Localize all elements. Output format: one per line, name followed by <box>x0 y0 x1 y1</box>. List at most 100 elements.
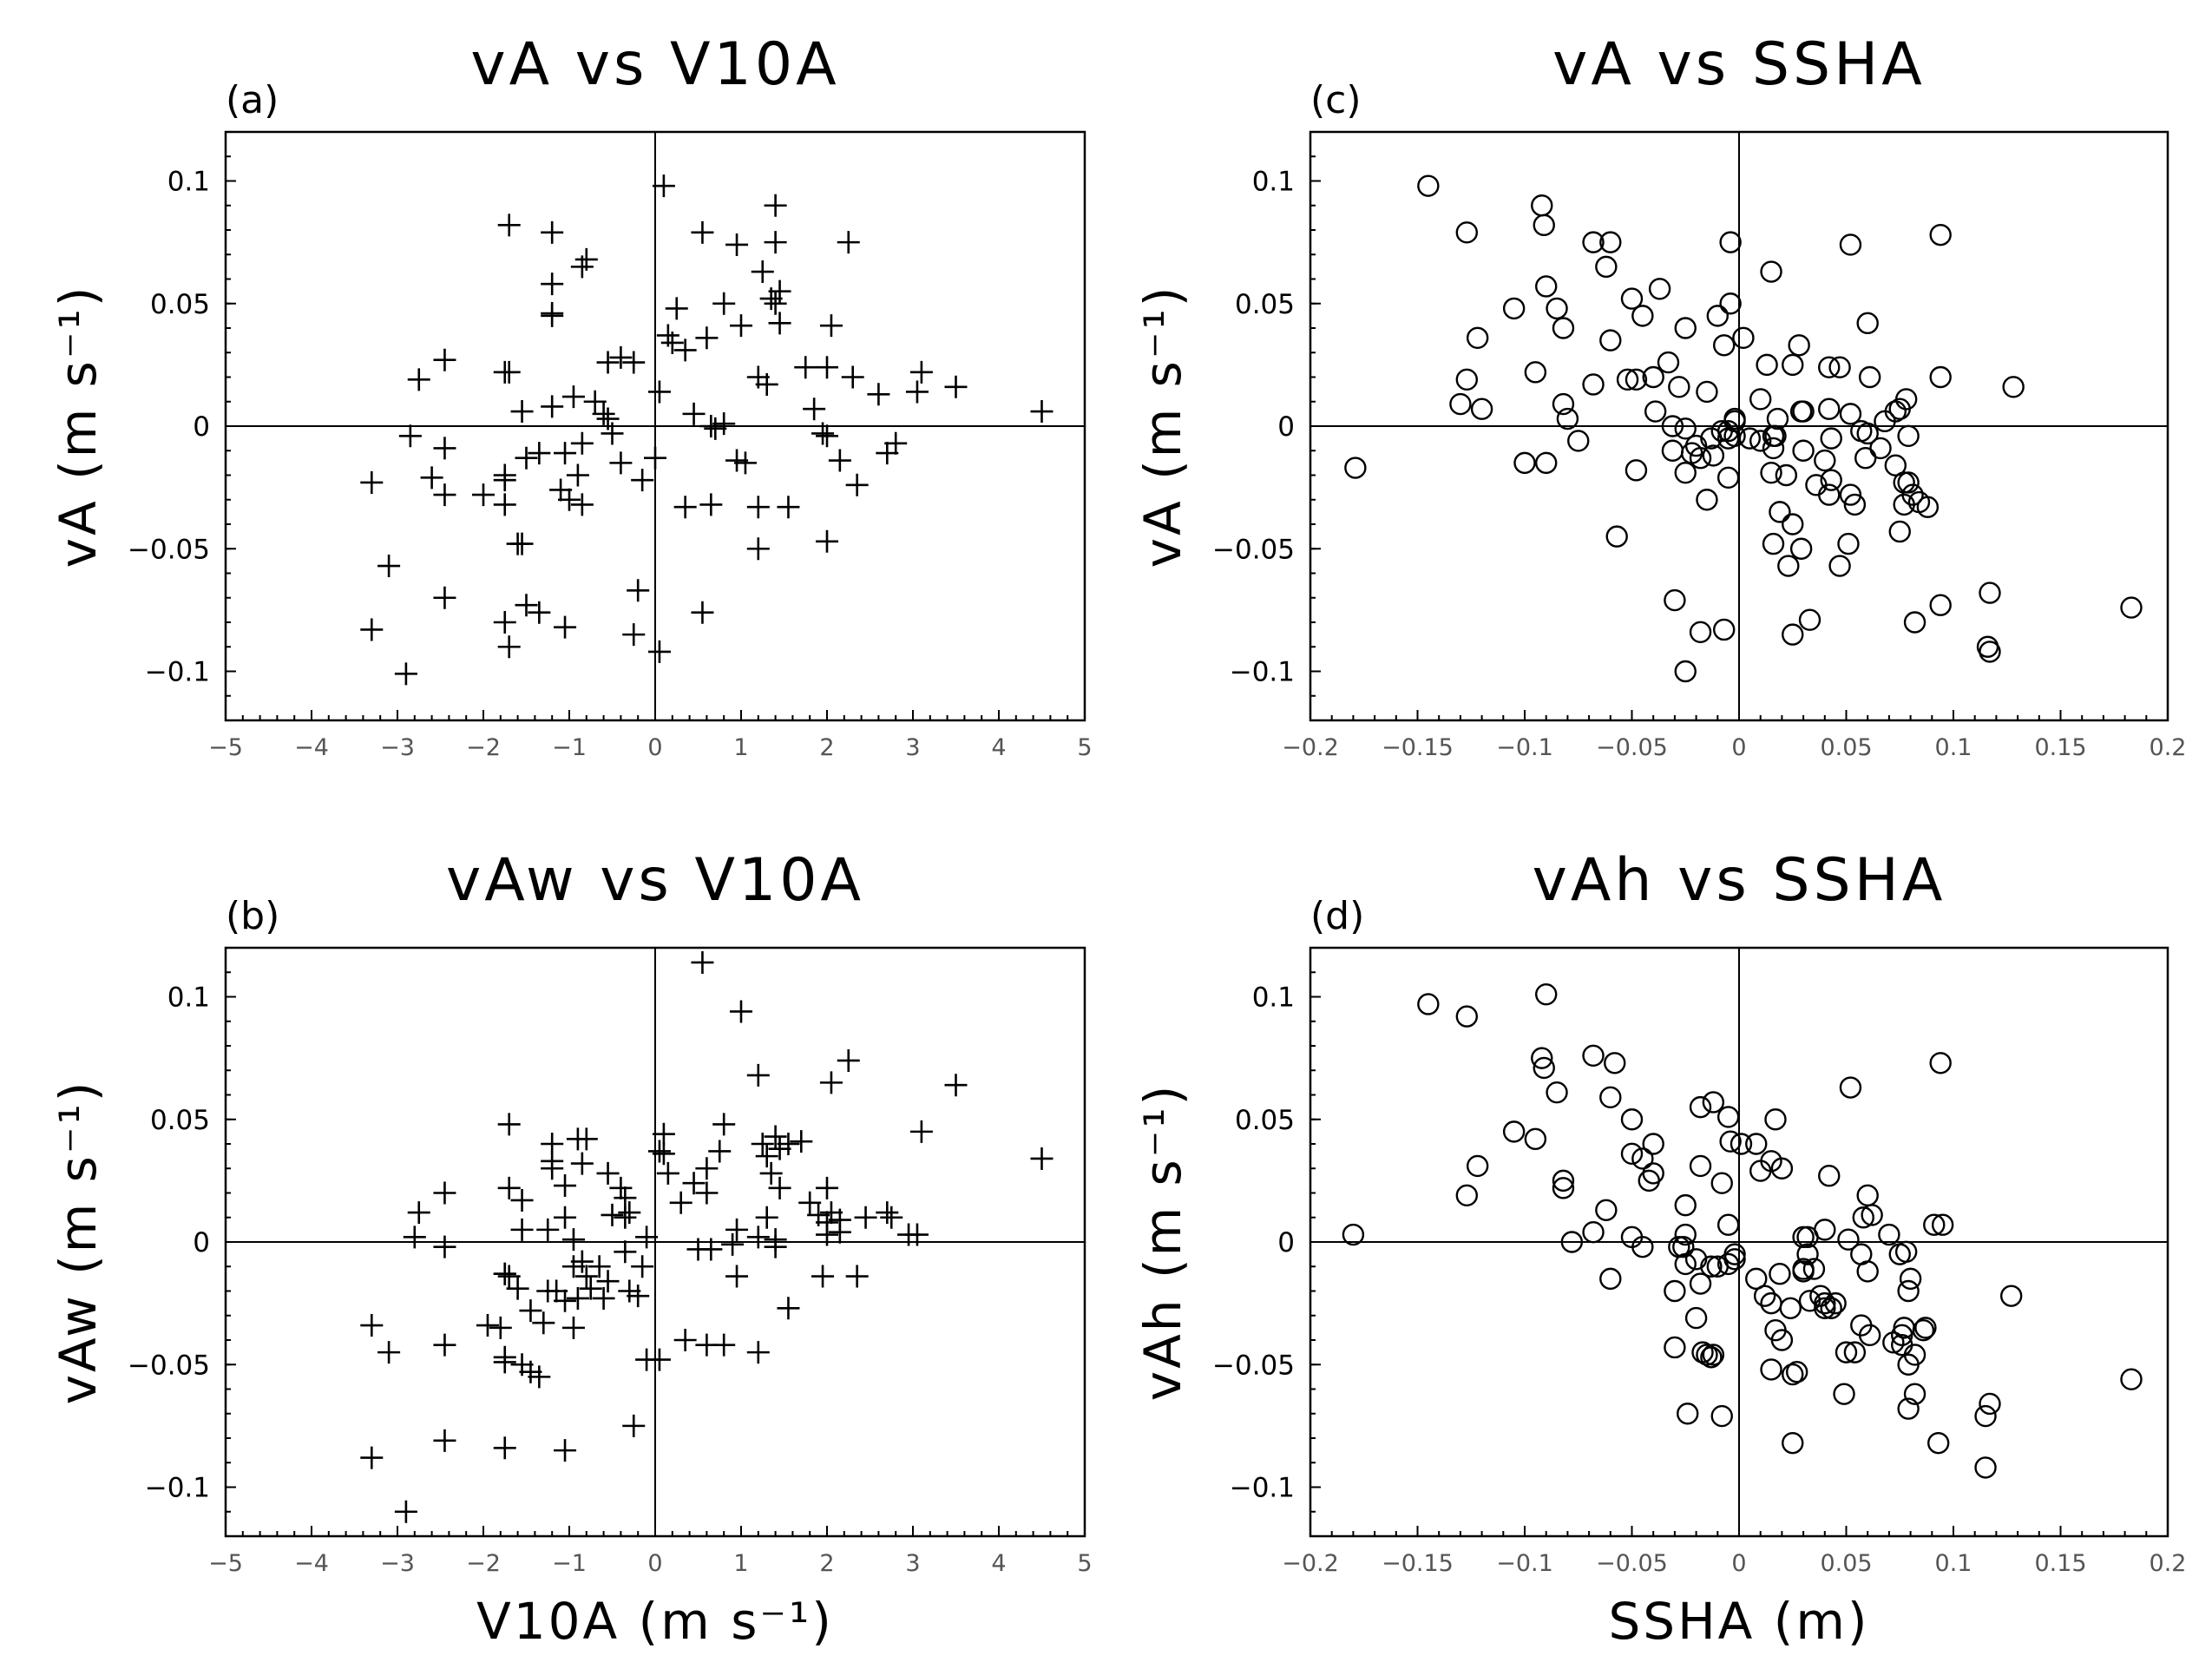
data-point <box>1719 292 1742 315</box>
data-point <box>1664 1279 1686 1303</box>
data-point <box>566 1286 589 1310</box>
data-point <box>768 1137 791 1160</box>
data-point <box>1869 437 1892 460</box>
data-point <box>407 1201 430 1225</box>
data-point <box>554 1439 577 1462</box>
data-point <box>596 351 620 374</box>
data-point <box>1661 415 1684 437</box>
data-point <box>1620 1108 1644 1131</box>
data-point <box>746 537 770 561</box>
data-points-a <box>360 174 1053 686</box>
data-point <box>673 338 697 362</box>
data-point <box>1533 1056 1555 1080</box>
data-point <box>1897 1353 1920 1376</box>
data-point <box>751 260 774 284</box>
data-point <box>528 601 551 624</box>
x-tick-label: 2 <box>819 734 834 761</box>
x-tick-label: −1 <box>552 1550 587 1577</box>
data-point <box>905 1223 929 1246</box>
data-point <box>1732 326 1755 349</box>
data-point <box>583 390 607 413</box>
data-point <box>876 442 899 465</box>
data-point <box>1769 1263 1791 1285</box>
data-point <box>592 402 615 425</box>
data-point <box>433 586 456 609</box>
data-point <box>1552 1177 1575 1199</box>
data-point <box>1760 1358 1782 1381</box>
data-point <box>1638 1169 1660 1193</box>
x-tick-label: 0.1 <box>1935 734 1972 761</box>
data-point <box>944 1074 968 1097</box>
data-point <box>1788 334 1810 357</box>
data-point <box>561 1228 585 1252</box>
data-point <box>433 348 456 371</box>
data-point <box>1897 1397 1920 1420</box>
data-point <box>1745 1267 1768 1291</box>
data-point <box>1716 466 1740 490</box>
data-point <box>1534 275 1558 298</box>
data-point <box>566 463 589 487</box>
data-point <box>1546 297 1568 320</box>
data-point <box>828 449 851 472</box>
data-point <box>1674 461 1697 484</box>
data-point <box>1914 1317 1937 1339</box>
x-tick-label: 0.2 <box>2150 1550 2187 1577</box>
data-point <box>755 1206 778 1229</box>
data-point <box>360 1446 384 1469</box>
data-point <box>1664 1336 1686 1359</box>
data-point <box>1999 1285 2023 1307</box>
data-point <box>1782 1431 1804 1455</box>
data-point <box>1979 582 2001 604</box>
data-point <box>652 174 675 198</box>
x-tick-label: −1 <box>552 734 587 761</box>
data-point <box>1599 329 1622 352</box>
data-point <box>510 532 534 555</box>
x-tick-label: −0.2 <box>1282 1550 1339 1577</box>
data-point <box>1455 1005 1479 1028</box>
panel-d: vAh vs SSHA (d) −0.1 −0.05 0 0.05 0.1 −0.2 −0.15… <box>1133 846 2186 1651</box>
data-point <box>561 1316 585 1339</box>
data-point <box>1738 427 1762 450</box>
data-point <box>1916 496 1940 518</box>
data-point <box>1582 1220 1605 1244</box>
x-tick-label: 1 <box>733 734 748 761</box>
data-point <box>377 555 401 578</box>
data-point <box>1723 1243 1746 1265</box>
data-point <box>2120 1368 2143 1390</box>
data-point <box>536 1218 560 1241</box>
data-point <box>1782 623 1804 646</box>
data-point <box>541 273 564 296</box>
panel-label-c: (c) <box>1310 78 1362 122</box>
data-point <box>759 1161 783 1185</box>
data-point <box>1839 483 1862 506</box>
data-point <box>1766 407 1789 430</box>
y-tick-label: −0.1 <box>1230 657 1295 688</box>
data-point <box>819 314 843 338</box>
data-point <box>755 372 778 396</box>
data-point <box>1700 427 1723 450</box>
data-point <box>1820 469 1842 491</box>
y-axis-label: vAh (m s⁻¹) <box>1133 1083 1192 1401</box>
data-point <box>1897 424 1920 447</box>
data-point <box>1792 1260 1815 1283</box>
data-point <box>1828 356 1851 378</box>
data-point <box>1030 400 1053 424</box>
data-point <box>433 483 456 507</box>
data-point <box>699 493 723 516</box>
data-point <box>1785 1361 1808 1383</box>
data-point <box>673 1329 697 1351</box>
data-point <box>1837 1228 1860 1251</box>
data-point <box>1769 501 1791 523</box>
data-point <box>790 1130 813 1153</box>
data-point <box>493 1436 516 1460</box>
data-point <box>622 623 646 647</box>
x-tick-label: 0.15 <box>2034 1550 2086 1577</box>
data-point <box>845 473 869 496</box>
data-point <box>845 1265 869 1288</box>
y-tick-label: 0.05 <box>1235 1105 1295 1136</box>
data-point <box>1856 1184 1879 1207</box>
data-point <box>1856 1260 1879 1283</box>
data-point <box>1837 532 1860 555</box>
data-point <box>695 1157 719 1180</box>
data-point <box>493 1350 516 1374</box>
